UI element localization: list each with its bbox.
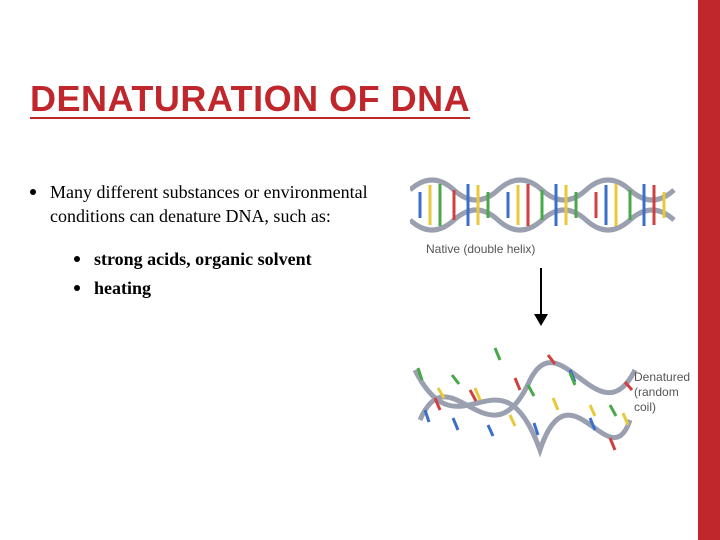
bullet-dot-icon <box>74 285 80 291</box>
label-denatured-line2: (random coil) <box>634 385 679 414</box>
bullet-main-text: Many different substances or environment… <box>50 180 410 229</box>
label-native: Native (double helix) <box>426 242 535 256</box>
sub-bullet-text: strong acids, organic solvent <box>94 247 312 272</box>
slide: DENATURATION OF DNA Many different subst… <box>0 0 720 540</box>
dna-native-icon <box>410 170 680 240</box>
sub-bullet-item: heating <box>74 276 410 301</box>
arrow-down-icon <box>532 268 550 328</box>
label-denatured: Denatured (random coil) <box>634 370 690 415</box>
sub-bullet-text: heating <box>94 276 151 301</box>
label-denatured-line1: Denatured <box>634 370 690 384</box>
bullet-main: Many different substances or environment… <box>30 180 410 229</box>
sub-bullet-item: strong acids, organic solvent <box>74 247 410 272</box>
bullet-dot-icon <box>30 189 36 195</box>
dna-denatured-icon <box>410 330 640 480</box>
slide-title: DENATURATION OF DNA <box>30 78 470 120</box>
sub-bullet-list: strong acids, organic solvent heating <box>74 247 410 301</box>
content-block: Many different substances or environment… <box>30 180 410 305</box>
accent-bar <box>698 0 720 540</box>
bullet-dot-icon <box>74 256 80 262</box>
dna-figure: Native (double helix) <box>410 170 690 480</box>
